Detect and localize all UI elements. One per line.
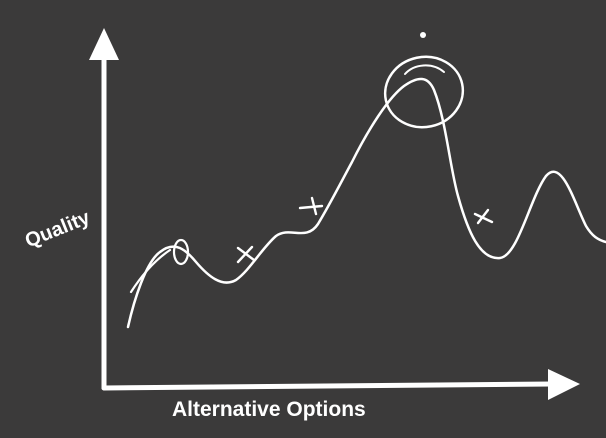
curve-start-stroke xyxy=(129,248,172,294)
x-mark xyxy=(298,196,324,216)
x-axis-label: Alternative Options xyxy=(172,398,366,421)
quality-curve xyxy=(126,77,606,329)
x-axis-arrow xyxy=(548,369,580,400)
global-optimum-circle xyxy=(383,55,465,129)
global-optimum-inner-stroke xyxy=(404,64,445,75)
axes xyxy=(89,28,580,400)
pointer-dot xyxy=(420,32,426,38)
x-mark xyxy=(236,245,256,264)
local-optimum-circle xyxy=(172,238,190,266)
x-axis-line xyxy=(101,381,555,391)
y-axis-arrow xyxy=(89,28,119,60)
x-marks xyxy=(236,196,494,264)
x-mark xyxy=(473,208,494,225)
